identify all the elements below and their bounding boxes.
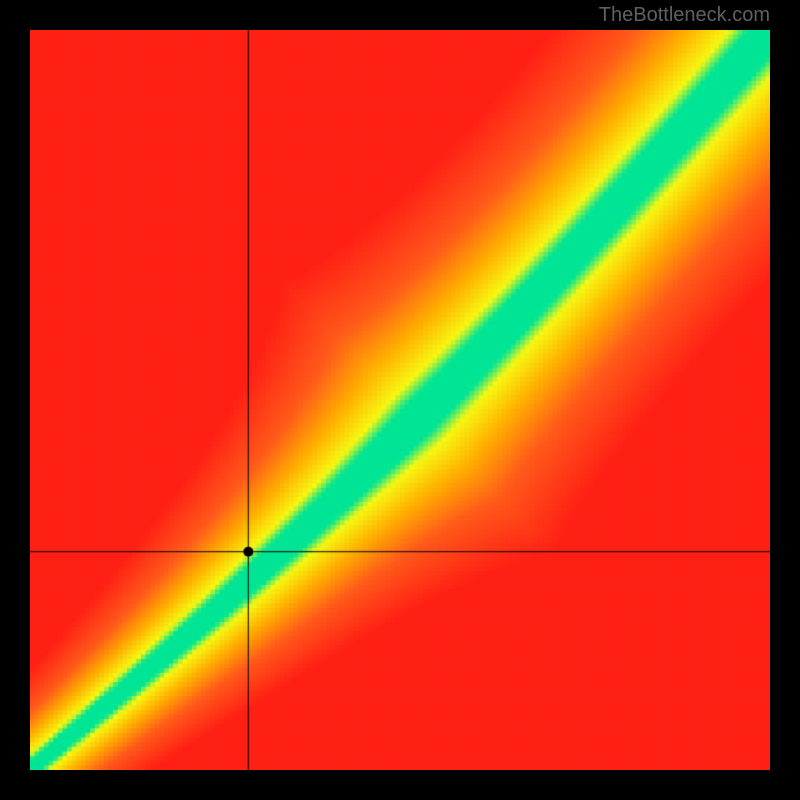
figure-container: TheBottleneck.com — [0, 0, 800, 800]
watermark-text: TheBottleneck.com — [599, 4, 770, 27]
heatmap-canvas — [30, 30, 770, 770]
plot-area — [30, 30, 770, 770]
